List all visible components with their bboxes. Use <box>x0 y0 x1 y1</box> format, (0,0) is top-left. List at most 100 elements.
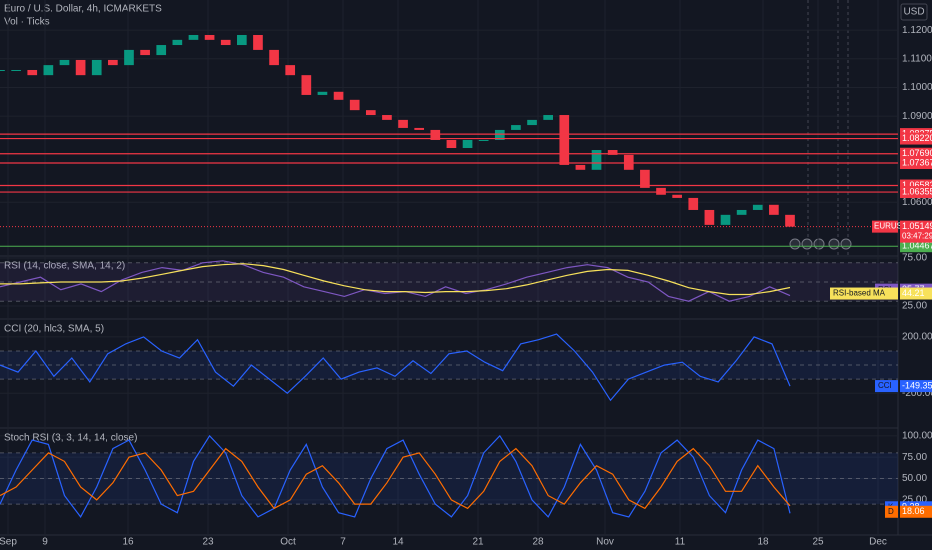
countdown: 03:47:29 <box>902 232 932 241</box>
level-tag <box>900 147 932 160</box>
symbol-title: Euro / U.S. Dollar, 4h, ICMARKETS <box>4 4 162 15</box>
series-name: D <box>888 507 894 516</box>
candle <box>672 194 682 198</box>
y-tick-label: 100.00 <box>902 430 932 441</box>
name-tag <box>830 287 898 300</box>
indicator-line <box>0 333 791 402</box>
candle <box>59 59 70 66</box>
level-tag <box>900 132 932 145</box>
y-tick-label: 1.09000 <box>902 111 932 122</box>
y-tick-label: 25.00 <box>902 301 927 312</box>
level-label: 1.07690 <box>902 148 932 158</box>
x-tick-label: Dec <box>869 537 887 548</box>
candle <box>769 204 779 215</box>
symbol-tag <box>872 220 898 233</box>
level-label: 1.08220 <box>902 133 932 143</box>
indicator-title: CCI (20, hlc3, SMA, 5) <box>4 324 104 335</box>
candle <box>172 39 183 46</box>
candle <box>527 119 537 126</box>
series-name: RSI-based MA <box>833 289 886 298</box>
x-tick-label: 16 <box>122 537 134 548</box>
price-axis <box>898 0 932 550</box>
candle <box>478 139 489 141</box>
candle <box>720 214 731 225</box>
candle <box>0 69 5 71</box>
candle <box>511 125 521 130</box>
candle <box>285 65 296 76</box>
candle <box>301 75 312 95</box>
x-tick-label: Nov <box>596 537 614 548</box>
candle <box>140 49 150 56</box>
candle <box>75 59 86 76</box>
candle <box>27 69 38 76</box>
value-tag <box>900 287 932 300</box>
level-tag <box>900 157 932 170</box>
x-tick-label: Sep <box>0 537 17 548</box>
candle <box>591 150 602 170</box>
name-tag <box>885 505 898 518</box>
candle <box>688 197 699 210</box>
volume-legend: Vol · Ticks <box>4 17 50 28</box>
candle <box>559 115 570 165</box>
candle <box>237 34 247 46</box>
value-tag <box>900 505 932 518</box>
x-tick-label: 18 <box>757 537 769 548</box>
candle <box>736 209 747 215</box>
candle <box>91 59 102 76</box>
candle <box>43 65 54 76</box>
x-tick-label: 9 <box>42 537 48 548</box>
candle <box>124 49 134 66</box>
indicator-line <box>0 263 791 296</box>
candle <box>220 39 231 46</box>
candle <box>575 164 586 170</box>
candle <box>188 34 199 40</box>
candle <box>11 69 21 71</box>
candle <box>333 91 344 100</box>
candle <box>656 187 666 195</box>
candle <box>607 150 618 155</box>
candle <box>382 115 392 120</box>
candle <box>365 110 376 116</box>
y-tick-label: 1.12000 <box>902 25 932 36</box>
candle <box>269 49 279 66</box>
indicator-line <box>0 447 791 510</box>
support-tag <box>900 240 932 253</box>
x-tick-label: 28 <box>532 537 544 548</box>
candle <box>640 169 650 188</box>
last-value: 18.06 <box>902 506 925 516</box>
candle <box>317 91 328 95</box>
last-price: 1.05149 <box>902 221 932 231</box>
candle <box>253 34 263 50</box>
y-tick-label: 200.00 <box>902 332 932 343</box>
x-tick-label: 11 <box>675 537 686 548</box>
indicator-title: Stoch RSI (3, 3, 14, 14, close) <box>4 433 137 444</box>
value-tag <box>900 380 932 393</box>
indicator-line <box>0 434 791 519</box>
currency[interactable]: USD <box>903 7 924 18</box>
y-tick-label: 75.00 <box>902 253 927 264</box>
level-tag <box>900 186 932 199</box>
currency-button[interactable] <box>900 3 928 21</box>
y-tick-label: 25.00 <box>902 494 927 505</box>
candle <box>446 139 457 149</box>
candle <box>108 59 118 66</box>
x-tick-label: Oct <box>280 537 296 548</box>
x-tick-label: 7 <box>340 537 346 548</box>
candle <box>785 214 795 227</box>
indicator-title: RSI (14, close, SMA, 14, 2) <box>4 261 125 272</box>
event-icons[interactable] <box>789 238 852 250</box>
last-value: 44.21 <box>902 288 925 298</box>
last-price-tag <box>900 220 932 243</box>
candle <box>543 115 553 120</box>
candle <box>204 34 215 40</box>
x-tick-label: 21 <box>472 537 484 548</box>
name-tag <box>875 380 898 393</box>
series-name: CCI <box>878 381 892 390</box>
candle <box>494 129 505 140</box>
candle <box>462 139 473 149</box>
level-label: 1.06355 <box>902 186 932 196</box>
y-tick-label: 1.11000 <box>902 53 932 64</box>
symbol-name: EURUSD <box>874 222 908 231</box>
last-value: -149.35 <box>902 380 932 390</box>
